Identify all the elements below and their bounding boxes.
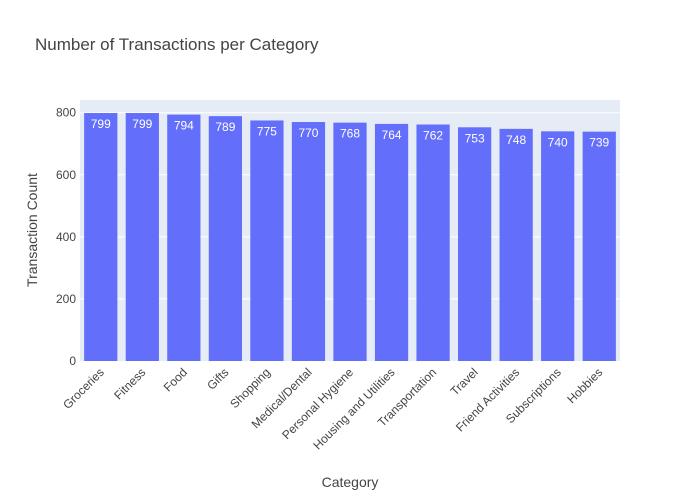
bar-value-label: 739 [589, 136, 609, 150]
y-tick-label: 0 [69, 354, 76, 368]
bar [333, 122, 367, 361]
bars: 799 799 794 789 775 770 768 764 762 753 748 740 739 [84, 113, 616, 362]
bar-value-label: 789 [215, 120, 235, 134]
x-tick-label: Gifts [204, 365, 231, 392]
bar-value-label: 740 [548, 135, 568, 149]
x-tick-label: Food [161, 365, 190, 394]
bar [291, 122, 326, 361]
bar [416, 124, 450, 361]
bar-value-label: 775 [257, 124, 277, 138]
bar-value-label: 799 [132, 117, 152, 131]
bar-value-label: 764 [382, 128, 402, 142]
x-tick-label: Travel [448, 365, 481, 398]
x-tick-label: Personal Hygiene [279, 365, 356, 442]
x-tick-label: Hobbies [564, 365, 605, 406]
bar [374, 123, 409, 362]
bar-value-label: 794 [174, 119, 194, 133]
chart-title: Number of Transactions per Category [35, 35, 319, 54]
bar [125, 113, 159, 361]
y-tick-label: 400 [56, 230, 76, 244]
y-tick-label: 800 [56, 106, 76, 120]
bar-value-label: 748 [506, 133, 526, 147]
y-tick-label: 600 [56, 168, 76, 182]
bar [167, 114, 201, 361]
bar [84, 113, 118, 361]
bar [582, 131, 616, 361]
x-axis-title: Category [322, 474, 379, 490]
bar [458, 127, 492, 361]
bar [208, 116, 242, 361]
y-axis-ticks: 0 200 400 600 800 [56, 106, 76, 368]
bar [541, 131, 575, 361]
bar-value-label: 768 [340, 127, 360, 141]
bar [499, 128, 533, 361]
x-tick-label: Fitness [111, 365, 148, 402]
y-axis-title: Transaction Count [24, 173, 40, 287]
bar-value-label: 753 [465, 131, 485, 145]
bar-value-label: 762 [423, 129, 443, 143]
x-tick-label: Groceries [60, 365, 107, 412]
bar-value-label: 770 [298, 126, 318, 140]
x-axis-ticks: Groceries Fitness Food GiftsShoppingMedical… [60, 365, 605, 452]
bar [250, 120, 284, 361]
bar-value-label: 799 [91, 117, 111, 131]
y-tick-label: 200 [56, 292, 76, 306]
